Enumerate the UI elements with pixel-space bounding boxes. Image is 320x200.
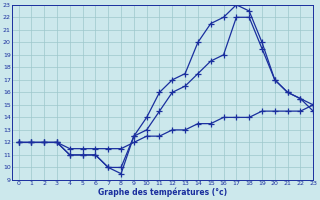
X-axis label: Graphe des températures (°c): Graphe des températures (°c) <box>98 188 227 197</box>
